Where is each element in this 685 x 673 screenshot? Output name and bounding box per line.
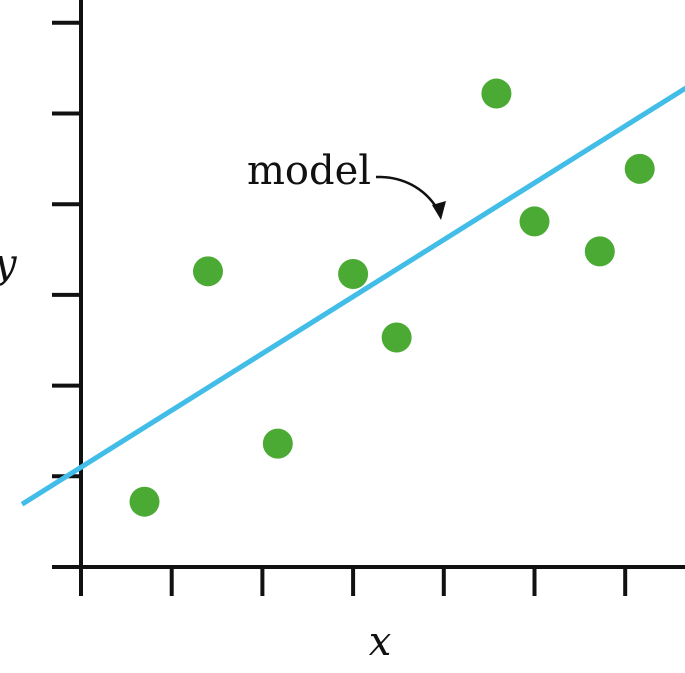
data-point-5 xyxy=(481,78,512,109)
x-axis-title: x xyxy=(369,619,392,665)
data-points xyxy=(129,78,655,517)
model-annotation-arrowhead xyxy=(432,201,446,220)
data-point-7 xyxy=(584,236,615,267)
data-point-1 xyxy=(192,256,223,287)
y-axis-title: y xyxy=(0,241,18,287)
data-point-4 xyxy=(381,322,412,353)
model-line xyxy=(20,85,685,507)
data-point-8 xyxy=(624,153,655,184)
data-point-6 xyxy=(519,206,550,237)
model-annotation-arrow xyxy=(375,175,440,211)
x-ticks xyxy=(79,567,628,596)
data-point-0 xyxy=(129,486,160,517)
y-ticks xyxy=(52,20,81,479)
data-point-3 xyxy=(338,259,369,290)
model-annotation-label: model xyxy=(247,148,371,194)
axes xyxy=(52,0,685,569)
model-lines xyxy=(20,85,685,507)
data-point-2 xyxy=(262,428,293,459)
